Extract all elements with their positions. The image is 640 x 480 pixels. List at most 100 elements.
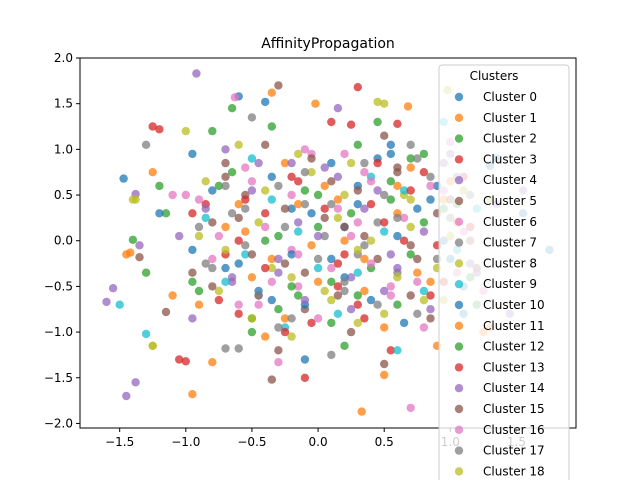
scatter-point [241,195,250,204]
scatter-point [393,213,402,223]
scatter-point [261,222,270,232]
scatter-point [208,218,217,227]
scatter-point [366,177,376,186]
scatter-point [406,250,415,259]
legend-marker [454,300,464,310]
scatter-point [327,177,336,186]
legend-entry-label: Cluster 14 [483,381,545,395]
scatter-point [380,286,389,296]
scatter-point [406,154,415,163]
scatter-point [360,168,369,177]
scatter-point [181,357,190,366]
legend-marker [454,404,464,414]
scatter-point [247,327,257,337]
legend-marker [454,92,464,102]
scatter-point [373,158,382,168]
scatter-point [426,277,435,286]
scatter-point [227,209,237,218]
scatter-point [399,318,409,328]
scatter-point [380,309,389,318]
scatter-point [280,327,290,337]
scatter-point [300,145,310,154]
scatter-point [247,154,257,163]
scatter-point [155,125,164,134]
scatter-point [386,149,395,159]
scatter-point [406,186,415,195]
scatter-point [333,195,343,204]
scatter-point [419,149,429,159]
scatter-point [406,140,415,149]
scatter-point [267,88,276,97]
scatter-point [280,158,290,168]
scatter-point [241,204,250,213]
scatter-point [247,186,257,195]
scatter-point [380,370,389,380]
scatter-point [247,250,257,259]
scatter-point [247,113,257,122]
scatter-point [241,163,250,172]
scatter-point [131,378,140,387]
scatter-point [214,286,224,296]
scatter-point [340,277,349,286]
scatter-point [214,181,224,191]
scatter-point [148,341,157,350]
scatter-point [234,200,243,209]
scatter-point [327,350,336,360]
legend-entry-label: Cluster 7 [483,236,537,250]
scatter-point [300,186,310,195]
legend-entry-label: Cluster 12 [483,340,545,354]
scatter-point [307,209,316,218]
legend-entry-label: Cluster 13 [483,360,545,374]
scatter-point [327,263,336,273]
scatter-point [346,327,356,337]
legend-box [438,64,570,480]
scatter-point [221,158,230,168]
scatter-point [148,122,157,131]
scatter-point [413,277,422,286]
scatter-point [188,245,197,255]
scatter-point [353,83,362,92]
scatter-point [135,253,144,262]
scatter-point [175,231,184,241]
scatter-point [234,344,243,353]
legend-marker [454,259,464,268]
plot-frame [79,57,577,429]
legend-entry-label: Cluster 18 [483,464,545,478]
scatter-point [208,186,217,195]
scatter-point [221,172,230,181]
scatter-point [393,263,402,273]
scatter-point [313,254,323,264]
y-tick-label: 2.0 [54,51,73,65]
legend-entry-label: Cluster 1 [483,111,537,125]
scatter-point [406,241,415,250]
scatter-point [274,358,283,367]
scatter-point [261,97,270,107]
scatter-point [360,231,369,241]
legend-marker [454,321,464,330]
scatter-point [320,181,329,191]
scatter-point [254,218,263,227]
scatter-point [403,102,413,111]
scatter-point [267,263,276,273]
scatter-point [373,117,382,127]
legend-marker [454,176,464,185]
y-tick-label: −2.0 [44,416,73,430]
legend-marker [454,134,464,143]
scatter-point [221,263,230,273]
scatter-point [241,227,250,236]
scatter-point [426,172,435,181]
scatter-point [333,104,343,113]
legend-marker [454,363,464,372]
scatter-point [141,268,151,277]
legend-entry-label: Cluster 9 [483,277,537,291]
scatter-point [234,236,243,245]
scatter-point [188,268,197,277]
scatter-point [267,375,276,384]
scatter-point [340,341,349,350]
scatter-point [221,222,230,232]
scatter-point [333,259,343,268]
scatter-point [307,154,316,163]
scatter-point [241,250,250,259]
scatter-point [141,329,151,339]
scatter-point [208,263,217,273]
